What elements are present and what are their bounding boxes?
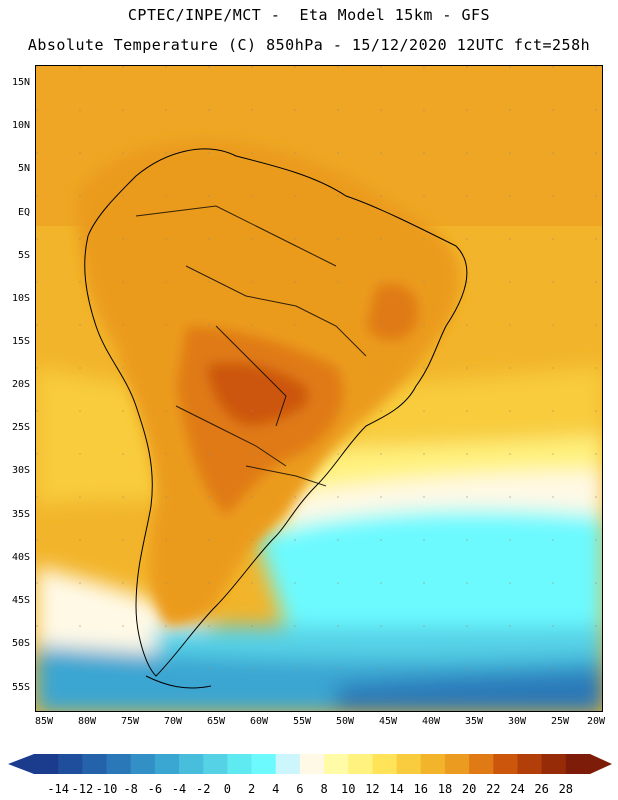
lat-label: 30S: [11, 465, 30, 476]
colorbar-swatch: [372, 754, 398, 774]
temperature-map: [35, 65, 603, 712]
colorbar-tick-label: -8: [123, 782, 138, 796]
colorbar-swatch: [493, 754, 518, 774]
lat-label: 50S: [11, 638, 30, 649]
colorbar-tick-label: 12: [365, 782, 380, 796]
colorbar-swatch: [517, 754, 543, 774]
colorbar-tick-label: 26: [534, 782, 549, 796]
colorbar-tick-label: 22: [486, 782, 501, 796]
colorbar-tick-label: 0: [223, 782, 232, 796]
colorbar-tick-label: -2: [195, 782, 211, 796]
colorbar-arrow-right: [590, 754, 612, 774]
title-line-1: CPTEC/INPE/MCT - Eta Model 15km - GFS: [127, 6, 491, 24]
lat-label: 5S: [17, 250, 30, 261]
lon-label: 35W: [464, 716, 484, 727]
colorbar-swatch: [299, 754, 325, 774]
colorbar-tick-label: 4: [272, 782, 280, 796]
colorbar-tick-label: -14: [47, 782, 70, 796]
colorbar-tick-label: 14: [389, 782, 404, 796]
lon-label: 25W: [550, 716, 570, 727]
colorbar-tick-label: 18: [437, 782, 453, 796]
lat-label: EQ: [17, 207, 30, 218]
colorbar-swatch: [444, 754, 470, 774]
lat-label: 10S: [11, 293, 30, 304]
lon-label: 75W: [120, 716, 140, 727]
colorbar-tick-label: 20: [461, 782, 477, 796]
colorbar-swatch: [420, 754, 446, 774]
lon-label: 50W: [335, 716, 355, 727]
map-canvas: [36, 66, 602, 711]
colorbar-swatch: [82, 754, 108, 774]
colorbar-swatch: [154, 754, 180, 774]
lon-label: 45W: [378, 716, 398, 727]
lon-label: 80W: [77, 716, 97, 727]
colorbar-tick-label: -4: [171, 782, 187, 796]
colorbar-tick-label: -12: [71, 782, 94, 796]
lon-label: 30W: [507, 716, 527, 727]
colorbar: [8, 754, 612, 774]
colorbar-swatch: [275, 754, 301, 774]
title-line-2: Absolute Temperature (C) 850hPa - 15/12/…: [27, 36, 591, 54]
colorbar-tick-label: 6: [296, 782, 304, 796]
colorbar-tick-label: 8: [320, 782, 328, 796]
lat-label: 25S: [11, 422, 30, 433]
lon-label: 65W: [206, 716, 226, 727]
colorbar-tick-label: 2: [247, 782, 256, 796]
colorbar-swatch: [469, 754, 494, 774]
lat-label: 45S: [11, 595, 30, 606]
lon-label: 20W: [586, 716, 606, 727]
lon-label: 55W: [292, 716, 312, 727]
colorbar-tick-label: 24: [510, 782, 525, 796]
grid-dots: [36, 66, 602, 711]
colorbar-tick-label: 16: [413, 782, 429, 796]
colorbar-swatch: [203, 754, 228, 774]
colorbar-tick-label: -10: [95, 782, 118, 796]
colorbar-swatch: [227, 754, 253, 774]
colorbar-swatch: [106, 754, 132, 774]
colorbar-swatch: [34, 754, 59, 774]
lat-label: 20S: [11, 379, 30, 390]
lat-label: 15N: [11, 77, 30, 88]
colorbar-swatch: [348, 754, 373, 774]
lon-label: 40W: [421, 716, 441, 727]
colorbar-tick-label: -6: [147, 782, 163, 796]
colorbar-swatch: [251, 754, 277, 774]
lat-label: 10N: [11, 120, 30, 131]
colorbar-arrow-left: [8, 754, 34, 774]
lat-label: 35S: [11, 509, 30, 520]
lat-label: 15S: [11, 336, 30, 347]
colorbar-tick-label: 28: [558, 782, 574, 796]
lon-label: 70W: [163, 716, 183, 727]
colorbar-swatch: [58, 754, 83, 774]
colorbar-swatch: [324, 754, 349, 774]
lat-label: 40S: [11, 552, 30, 563]
colorbar-tick-label: 10: [341, 782, 356, 796]
colorbar-swatch: [396, 754, 422, 774]
colorbar-swatch: [565, 754, 591, 774]
lon-label: 60W: [249, 716, 269, 727]
colorbar-swatch: [179, 754, 204, 774]
colorbar-swatch: [541, 754, 567, 774]
lon-label: 85W: [34, 716, 54, 727]
lat-label: 55S: [11, 682, 30, 693]
colorbar-swatch: [130, 754, 156, 774]
lat-label: 5N: [17, 163, 30, 174]
